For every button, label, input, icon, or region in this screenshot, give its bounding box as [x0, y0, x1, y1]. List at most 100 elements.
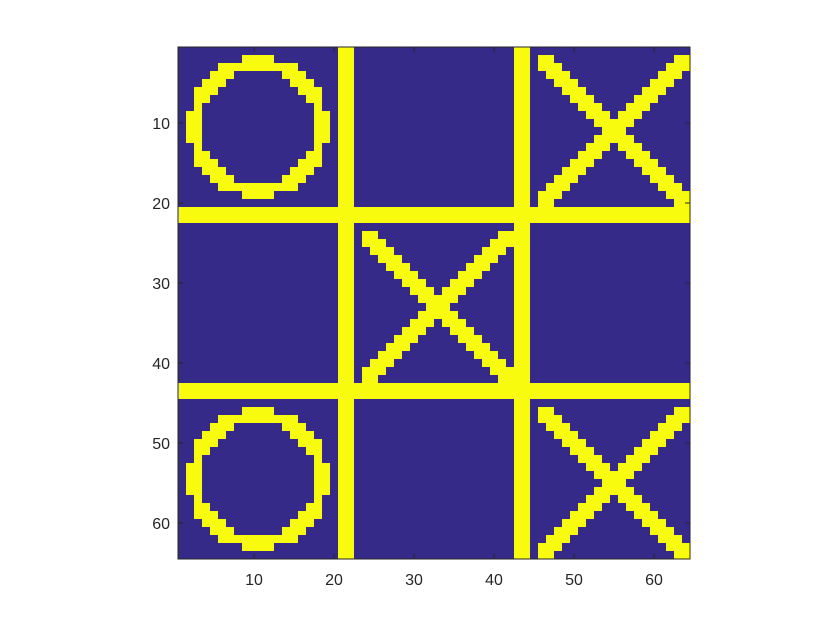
o-ring-pixel — [282, 415, 290, 423]
o-ring-pixel — [226, 535, 234, 543]
o-ring-pixel — [210, 71, 218, 79]
board-cell-r3-c3[interactable] — [530, 399, 690, 559]
o-ring-pixel — [250, 543, 258, 551]
o-ring-pixel — [186, 119, 194, 127]
board-cell-r2-c1[interactable] — [178, 223, 338, 383]
o-ring-pixel — [290, 423, 298, 431]
o-ring-pixel — [266, 191, 274, 199]
board-cell-r1-c2[interactable] — [354, 47, 514, 207]
y-tick-label: 30 — [152, 276, 170, 293]
o-ring-pixel — [226, 175, 234, 183]
o-ring-pixel — [306, 511, 314, 519]
o-ring-pixel — [194, 159, 202, 167]
o-ring-pixel — [210, 527, 218, 535]
o-ring-pixel — [266, 407, 274, 415]
o-ring-pixel — [242, 55, 250, 63]
o-ring-pixel — [290, 415, 298, 423]
board-cell-r1-c1[interactable] — [178, 47, 338, 207]
o-ring-pixel — [226, 63, 234, 71]
o-ring-pixel — [218, 79, 226, 87]
x-stroke-pixel — [674, 55, 690, 71]
o-ring-pixel — [218, 167, 226, 175]
board-cell-r3-c2[interactable] — [354, 399, 514, 559]
o-ring-pixel — [298, 423, 306, 431]
o-ring-pixel — [298, 431, 306, 439]
o-ring-pixel — [210, 159, 218, 167]
o-ring-pixel — [194, 495, 202, 503]
grid-line-horizontal-2 — [178, 383, 690, 399]
o-ring-pixel — [194, 127, 202, 135]
o-ring-pixel — [282, 175, 290, 183]
o-ring-pixel — [314, 103, 322, 111]
cell-hit-area[interactable] — [354, 399, 514, 559]
x-stroke-pixel — [674, 543, 690, 559]
o-ring-pixel — [314, 119, 322, 127]
o-ring-pixel — [194, 463, 202, 471]
grid-line-horizontal-1 — [178, 207, 690, 223]
o-ring-pixel — [298, 167, 306, 175]
o-ring-pixel — [314, 463, 322, 471]
o-ring-pixel — [194, 479, 202, 487]
o-ring-pixel — [298, 527, 306, 535]
board-cell-r2-c3[interactable] — [530, 223, 690, 383]
o-ring-pixel — [306, 79, 314, 87]
cell-hit-area[interactable] — [354, 47, 514, 207]
o-ring-pixel — [290, 79, 298, 87]
o-ring-pixel — [210, 519, 218, 527]
o-ring-pixel — [210, 431, 218, 439]
o-ring-pixel — [290, 183, 298, 191]
o-ring-pixel — [282, 527, 290, 535]
o-ring-pixel — [186, 127, 194, 135]
o-ring-pixel — [314, 495, 322, 503]
o-ring-pixel — [202, 511, 210, 519]
o-ring-pixel — [234, 63, 242, 71]
x-tick-label: 10 — [245, 572, 263, 589]
o-ring-pixel — [258, 407, 266, 415]
o-ring-pixel — [194, 447, 202, 455]
o-ring-pixel — [314, 87, 322, 95]
cell-hit-area[interactable] — [530, 223, 690, 383]
y-tick-label: 40 — [152, 356, 170, 373]
y-tick-label: 20 — [152, 196, 170, 213]
o-ring-pixel — [202, 87, 210, 95]
o-ring-pixel — [282, 183, 290, 191]
o-ring-pixel — [242, 191, 250, 199]
o-ring-pixel — [314, 127, 322, 135]
o-ring-pixel — [202, 95, 210, 103]
o-ring-pixel — [202, 439, 210, 447]
o-ring-pixel — [218, 431, 226, 439]
cell-hit-area[interactable] — [178, 223, 338, 383]
o-ring-pixel — [186, 463, 194, 471]
o-ring-pixel — [290, 527, 298, 535]
o-ring-pixel — [306, 87, 314, 95]
grid-line-vertical-1 — [338, 47, 354, 559]
board-cell-r2-c2[interactable] — [354, 223, 514, 383]
o-ring-pixel — [242, 63, 250, 71]
o-ring-pixel — [218, 527, 226, 535]
o-ring-pixel — [314, 143, 322, 151]
y-tick-label: 10 — [152, 116, 170, 133]
o-ring-pixel — [194, 103, 202, 111]
o-ring-pixel — [194, 95, 202, 103]
x-mark — [362, 231, 514, 383]
o-ring-pixel — [242, 183, 250, 191]
o-ring-pixel — [242, 535, 250, 543]
o-ring-pixel — [314, 439, 322, 447]
o-ring-pixel — [314, 95, 322, 103]
o-ring-pixel — [314, 487, 322, 495]
o-ring-pixel — [322, 135, 330, 143]
o-ring-pixel — [250, 63, 258, 71]
o-ring-pixel — [194, 455, 202, 463]
board-marks — [178, 47, 690, 559]
o-ring-pixel — [306, 159, 314, 167]
board-cell-r3-c1[interactable] — [178, 399, 338, 559]
o-ring-pixel — [258, 415, 266, 423]
board-cell-r1-c3[interactable] — [530, 47, 690, 207]
o-ring-pixel — [290, 71, 298, 79]
o-ring-pixel — [314, 455, 322, 463]
o-ring-pixel — [322, 487, 330, 495]
o-ring-pixel — [306, 519, 314, 527]
x-stroke-pixel — [674, 407, 690, 423]
o-ring-pixel — [202, 431, 210, 439]
o-ring-pixel — [226, 527, 234, 535]
